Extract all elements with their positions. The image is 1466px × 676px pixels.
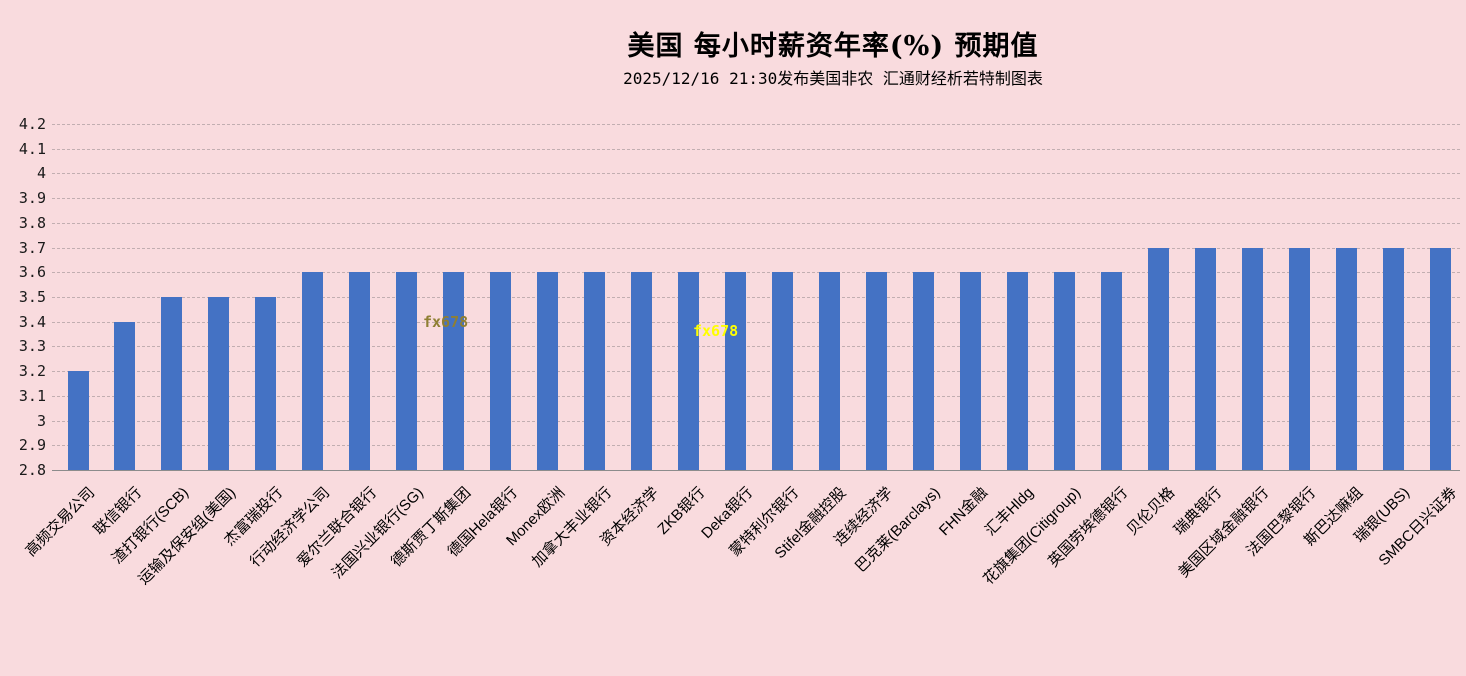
gridline bbox=[52, 322, 1460, 323]
bar bbox=[1241, 247, 1263, 470]
y-tick-label: 3.3 bbox=[18, 337, 46, 355]
bar bbox=[584, 272, 606, 470]
y-tick-label: 4 bbox=[36, 164, 46, 182]
y-tick-label: 3.5 bbox=[18, 288, 46, 306]
x-axis-line bbox=[52, 470, 1460, 471]
x-category-label: 高频交易公司 bbox=[22, 484, 99, 560]
gridline bbox=[52, 371, 1460, 372]
bar bbox=[1100, 272, 1122, 470]
bar bbox=[631, 272, 653, 470]
bar bbox=[771, 272, 793, 470]
chart-subtitle: 2025/12/16 21:30发布美国非农 汇通财经析若特制图表 bbox=[623, 69, 1043, 88]
gridline bbox=[52, 198, 1460, 199]
bar bbox=[302, 272, 324, 470]
y-tick-label: 4.2 bbox=[18, 115, 46, 133]
y-tick-label: 3.9 bbox=[18, 189, 46, 207]
bar bbox=[725, 272, 747, 470]
gridline bbox=[52, 346, 1460, 347]
bar bbox=[537, 272, 559, 470]
gridline bbox=[52, 445, 1460, 446]
chart-header: 美国 每小时薪资年率(%) 预期值 2025/12/16 21:30发布美国非农… bbox=[0, 0, 1466, 89]
gridline bbox=[52, 149, 1460, 150]
bar bbox=[349, 272, 371, 470]
y-tick-label: 3.1 bbox=[18, 387, 46, 405]
bar bbox=[912, 272, 934, 470]
gridline bbox=[52, 223, 1460, 224]
bar bbox=[818, 272, 840, 470]
gridline bbox=[52, 421, 1460, 422]
x-category-label: FHN金融 bbox=[935, 484, 991, 540]
gridline bbox=[52, 297, 1460, 298]
gridline bbox=[52, 396, 1460, 397]
y-tick-label: 3.8 bbox=[18, 214, 46, 232]
gridline bbox=[52, 173, 1460, 174]
fx678-watermark: fx678 bbox=[423, 313, 469, 331]
bar bbox=[865, 272, 887, 470]
bar bbox=[1382, 247, 1404, 470]
gridline bbox=[52, 124, 1460, 125]
bar bbox=[678, 272, 700, 470]
y-tick-label: 3.4 bbox=[18, 313, 46, 331]
x-category-label: 贝伦贝格 bbox=[1123, 484, 1179, 539]
bar bbox=[161, 297, 183, 470]
y-tick-label: 3.6 bbox=[18, 263, 46, 281]
y-tick-label: 3.2 bbox=[18, 362, 46, 380]
bar bbox=[1429, 247, 1451, 470]
bar bbox=[1053, 272, 1075, 470]
bar bbox=[443, 272, 465, 470]
bar bbox=[114, 321, 136, 470]
bar bbox=[1288, 247, 1310, 470]
bar bbox=[1194, 247, 1216, 470]
y-tick-label: 2.9 bbox=[18, 436, 46, 454]
gridline bbox=[52, 272, 1460, 273]
bar bbox=[959, 272, 981, 470]
chart-title: 美国 每小时薪资年率(%) 预期值 bbox=[627, 31, 1039, 62]
y-tick-label: 4.1 bbox=[18, 140, 46, 158]
y-tick-label: 3.7 bbox=[18, 239, 46, 257]
bar bbox=[255, 297, 277, 470]
fx678-watermark: fx678 bbox=[693, 322, 739, 340]
bar bbox=[1335, 247, 1357, 470]
y-tick-label: 2.8 bbox=[18, 461, 46, 479]
bar bbox=[1147, 247, 1169, 470]
bar bbox=[208, 297, 230, 470]
bar bbox=[67, 371, 89, 470]
bar bbox=[396, 272, 418, 470]
gridline bbox=[52, 248, 1460, 249]
bar bbox=[490, 272, 512, 470]
bar bbox=[1006, 272, 1028, 470]
y-tick-label: 3 bbox=[36, 412, 46, 430]
